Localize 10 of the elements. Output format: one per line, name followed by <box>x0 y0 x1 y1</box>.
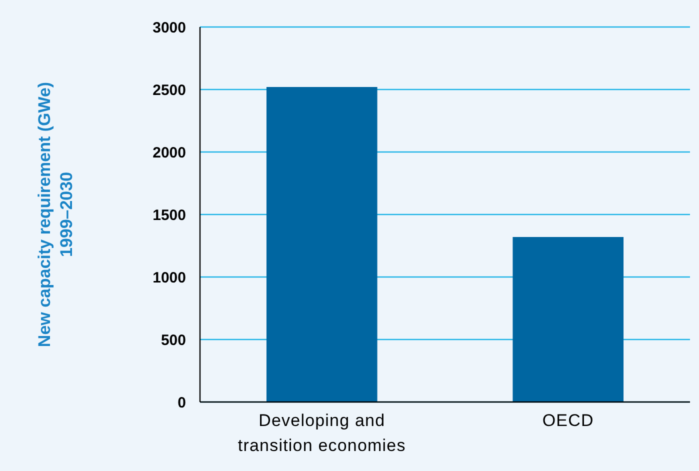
x-tick-label: Developing and transition economies <box>238 411 406 455</box>
y-tick-label: 1000 <box>152 269 186 286</box>
y-tick-label: 2500 <box>152 82 186 99</box>
y-tick-label: 500 <box>160 332 186 349</box>
x-tick-label: OECD <box>542 411 594 430</box>
y-tick-label: 0 <box>178 394 186 412</box>
y-axis-title: New capacity requirement (GWe) 1999–2030 <box>35 82 76 348</box>
y-tick-label: 2000 <box>152 144 186 162</box>
y-tick-label: 1500 <box>152 206 186 224</box>
y-tick-label: 3000 <box>152 19 186 36</box>
